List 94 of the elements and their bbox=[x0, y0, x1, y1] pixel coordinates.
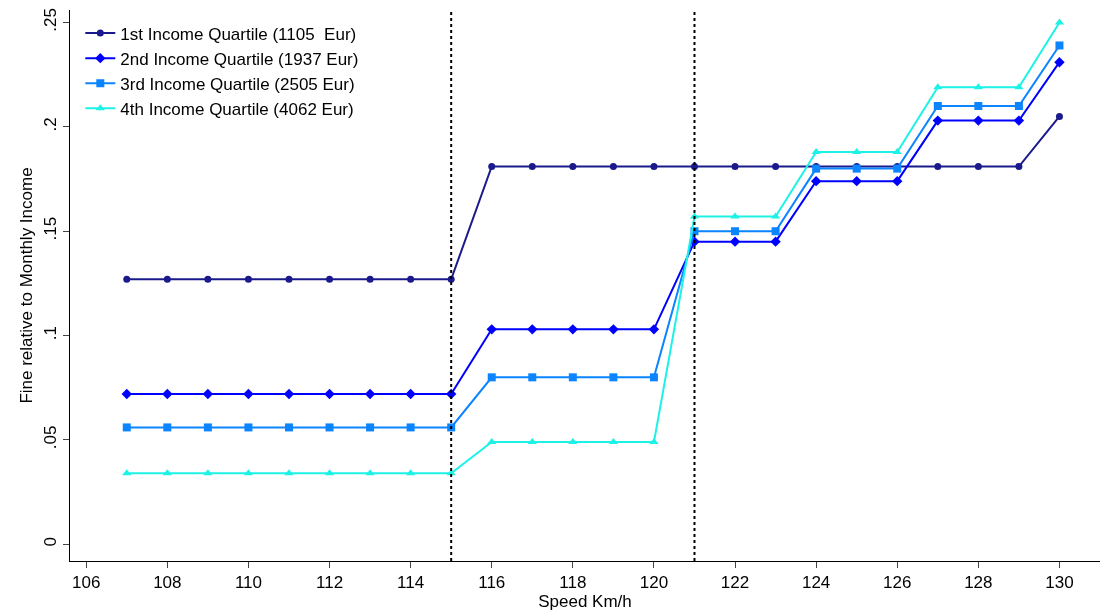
point bbox=[366, 423, 375, 432]
point bbox=[447, 423, 456, 432]
point bbox=[771, 227, 780, 236]
point bbox=[527, 324, 538, 335]
point bbox=[608, 324, 619, 335]
x-tick-label: 110 bbox=[234, 573, 262, 593]
point bbox=[528, 163, 536, 171]
point bbox=[203, 423, 212, 432]
point bbox=[852, 147, 862, 154]
legend-label: 4th Income Quartile (4062 Eur) bbox=[120, 99, 354, 119]
point bbox=[244, 423, 253, 432]
point bbox=[933, 102, 942, 111]
point bbox=[609, 163, 617, 171]
point bbox=[488, 163, 496, 171]
point bbox=[163, 423, 172, 432]
y-tick-label: .05 bbox=[41, 425, 61, 450]
point bbox=[1055, 41, 1064, 50]
point bbox=[731, 163, 739, 171]
point bbox=[1055, 112, 1063, 120]
point bbox=[244, 275, 252, 283]
point bbox=[649, 373, 658, 382]
point bbox=[486, 324, 497, 335]
x-tick-label: 116 bbox=[478, 573, 506, 593]
point bbox=[772, 163, 780, 171]
point bbox=[406, 423, 415, 432]
point bbox=[609, 373, 618, 382]
legend-label: 1st Income Quartile (1105 Eur) bbox=[120, 24, 357, 44]
x-tick-label: 130 bbox=[1045, 573, 1074, 593]
point bbox=[528, 373, 537, 382]
point bbox=[851, 175, 862, 187]
point bbox=[649, 438, 659, 445]
x-tick-label: 108 bbox=[153, 573, 182, 593]
point bbox=[730, 212, 740, 219]
x-tick-label: 118 bbox=[559, 573, 587, 593]
point bbox=[407, 275, 415, 283]
point bbox=[204, 275, 212, 283]
x-tick-label: 112 bbox=[315, 573, 344, 593]
point bbox=[810, 175, 822, 187]
y-tick-label: 0 bbox=[41, 537, 61, 547]
point bbox=[1014, 102, 1023, 111]
point bbox=[284, 423, 293, 432]
point bbox=[974, 163, 982, 171]
point bbox=[487, 373, 496, 382]
x-tick-label: 106 bbox=[72, 573, 101, 593]
legend-label: 3rd Income Quartile (2505 Eur) bbox=[120, 74, 355, 94]
x-tick-label: 120 bbox=[639, 573, 669, 593]
point bbox=[568, 438, 578, 445]
legend-label: 2nd Income Quartile (1937 Eur) bbox=[120, 49, 359, 69]
point bbox=[366, 275, 374, 283]
point bbox=[121, 388, 132, 400]
point bbox=[648, 324, 660, 335]
point bbox=[973, 83, 983, 90]
point bbox=[932, 115, 943, 126]
point bbox=[163, 275, 171, 283]
point bbox=[1015, 163, 1023, 171]
point bbox=[770, 236, 781, 247]
y-tick-label: .2 bbox=[41, 117, 61, 132]
y-axis-title: Fine relative to Monthly Income bbox=[16, 167, 36, 404]
point bbox=[122, 423, 131, 432]
point bbox=[326, 275, 334, 283]
point bbox=[325, 423, 334, 432]
point bbox=[933, 83, 943, 90]
point bbox=[1054, 56, 1065, 68]
point bbox=[729, 236, 741, 247]
x-tick-label: 128 bbox=[964, 573, 993, 593]
point bbox=[406, 469, 416, 476]
point bbox=[892, 175, 903, 187]
point bbox=[568, 373, 577, 382]
point bbox=[569, 163, 577, 171]
x-tick-label: 126 bbox=[883, 573, 912, 593]
point bbox=[487, 438, 497, 445]
point bbox=[527, 438, 537, 445]
point bbox=[123, 275, 131, 283]
x-axis-title: Speed Km/h bbox=[538, 592, 632, 612]
point bbox=[973, 115, 984, 126]
point bbox=[1013, 115, 1025, 126]
point bbox=[974, 102, 983, 111]
point bbox=[934, 163, 942, 171]
point bbox=[405, 388, 416, 400]
point bbox=[285, 275, 293, 283]
y-tick-label: .15 bbox=[41, 216, 61, 241]
y-tick-label: .1 bbox=[41, 325, 61, 341]
point bbox=[650, 163, 658, 171]
y-tick-label: .25 bbox=[41, 8, 61, 32]
point bbox=[892, 147, 902, 154]
point bbox=[243, 388, 254, 400]
point bbox=[162, 388, 173, 400]
x-tick-label: 122 bbox=[720, 573, 750, 593]
x-tick-label: 114 bbox=[397, 573, 425, 593]
point bbox=[731, 227, 740, 236]
point bbox=[324, 388, 335, 400]
point bbox=[811, 147, 821, 154]
x-tick-label: 124 bbox=[801, 573, 831, 593]
point bbox=[567, 324, 579, 335]
